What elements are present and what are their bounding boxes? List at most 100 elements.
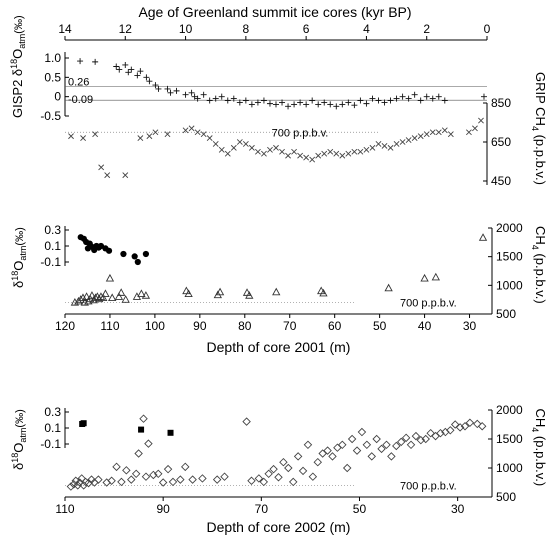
data-point-ch4 [420,273,429,282]
data-point-ch4 [264,469,273,479]
data-point-ch4 [84,296,93,305]
data-point-gisp2-d18o [143,74,150,81]
data-point-gisp2-d18o [146,78,153,85]
data-point-gisp2-d18o [423,93,430,100]
data-point-grip-ch4 [369,144,376,151]
data-point-ch4 [122,466,131,475]
data-point-gisp2-d18o [309,97,316,104]
data-point-grip-ch4 [236,139,243,145]
data-point-grip-ch4 [321,150,328,157]
data-point-gisp2-d18o [441,97,448,104]
data-point-ch4 [342,463,352,473]
data-point-gisp2-d18o [303,101,310,108]
data-point-gisp2-d18o [266,100,273,107]
left-axis-label: δ18Oatm(‰) [10,227,28,288]
data-point-d18o [134,258,141,266]
data-point-gisp2-d18o [164,85,171,92]
data-point-ch4 [108,293,117,301]
data-point-grip-ch4 [345,150,352,157]
data-point-ch4 [141,472,151,481]
reference-line-label: -0.09 [68,94,93,106]
data-point-ch4 [446,426,455,435]
left-axis-tick-label: -0.1 [40,437,61,451]
data-point-ch4 [81,477,90,487]
data-point-gisp2-d18o [236,99,243,106]
data-point-gisp2-d18o [375,97,382,104]
data-point-ch4 [66,482,76,491]
data-point-ch4 [215,287,225,296]
right-axis-tick-label: 500 [496,307,516,321]
data-point-ch4 [396,437,406,447]
data-point-grip-ch4 [399,139,406,145]
data-point-ch4 [308,472,318,481]
data-point-ch4 [82,292,91,300]
data-point-grip-ch4 [303,154,310,161]
data-point-ch4 [141,291,151,299]
right-axis-tick-label: 650 [491,135,511,149]
data-point-ch4 [431,272,440,281]
data-point-ch4 [131,469,141,479]
data-point-ch4 [293,452,303,461]
data-point-grip-ch4 [224,150,231,157]
data-point-ch4 [284,463,293,473]
data-point-ch4 [168,477,178,487]
data-point-gisp2-d18o [339,101,346,108]
data-point-ch4 [387,452,396,461]
data-point-grip-ch4 [441,127,448,134]
data-point-d18o [138,426,145,433]
data-point-ch4 [114,292,124,300]
data-point-gisp2-d18o [297,99,304,106]
data-point-ch4 [139,414,148,423]
data-point-gisp2-d18o [279,99,286,106]
data-point-d18o [131,253,138,260]
data-point-gisp2-d18o [333,103,340,110]
top-axis-tick-label: 0 [484,22,491,36]
data-point-grip-ch4 [230,144,237,151]
data-point-grip-ch4 [447,131,454,138]
data-point-ch4 [319,288,328,297]
x-axis-tick-label: 80 [238,319,252,333]
data-point-d18o [105,247,113,254]
data-point-gisp2-d18o [248,101,255,108]
data-point-ch4 [259,477,269,487]
data-point-gisp2-d18o [134,72,141,79]
data-point-gisp2-d18o [212,95,219,102]
data-point-ch4 [212,475,222,484]
data-point-grip-ch4 [188,125,195,132]
x-axis-tick-label: 50 [373,319,387,333]
x-axis-tick-label: 30 [451,502,465,516]
threshold-annotation: 700 p.p.b.v. [272,127,329,139]
data-point-ch4 [117,477,126,487]
data-point-gisp2-d18o [200,91,207,98]
data-point-grip-ch4 [315,152,322,159]
data-point-d18o [142,250,150,258]
panel-c: 110 90 70 50 30 Depth of core 2002 (m) 0.3 0.1 -… [10,403,548,535]
data-point-d18o [120,250,127,258]
data-point-ch4 [450,420,460,429]
data-point-ch4 [473,419,482,429]
data-point-ch4 [478,233,488,241]
data-point-grip-ch4 [206,135,213,142]
data-point-ch4 [184,289,193,297]
data-point-ch4 [328,452,337,461]
data-point-ch4 [421,434,430,444]
data-point-grip-ch4 [104,172,111,179]
data-point-gisp2-d18o [182,91,189,98]
data-point-ch4 [279,457,288,467]
data-point-grip-ch4 [327,148,334,155]
data-point-grip-ch4 [435,129,442,136]
data-point-grip-ch4 [417,133,424,140]
data-point-grip-ch4 [152,129,159,136]
data-point-gisp2-d18o [291,101,298,108]
data-point-gisp2-d18o [254,99,261,106]
data-point-gisp2-d18o [417,97,424,104]
data-point-grip-ch4 [80,135,87,142]
right-axis-label: CH4 (p.p.b.v.) [530,409,548,487]
data-point-ch4 [362,440,372,450]
panel-a: Age of Greenland summit ice cores (kyr B… [9,4,548,188]
data-point-grip-ch4 [423,131,430,138]
data-point-ch4 [401,433,411,443]
data-point-ch4 [338,440,347,450]
data-point-grip-ch4 [375,141,382,147]
